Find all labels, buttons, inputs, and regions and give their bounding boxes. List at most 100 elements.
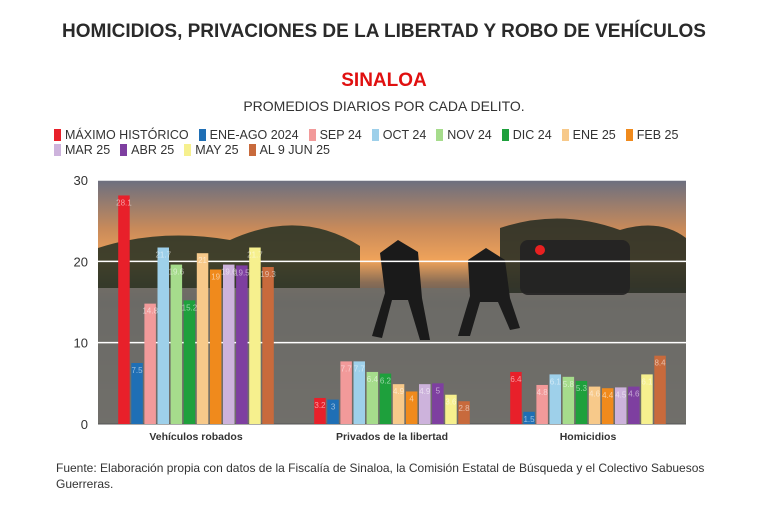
legend-item: ABR 25 bbox=[120, 143, 174, 157]
bar-value-label: 2.8 bbox=[458, 404, 470, 413]
bar-value-label: 6.4 bbox=[367, 375, 379, 384]
bar-value-label: 4.6 bbox=[589, 390, 601, 399]
bar-value-label: 5 bbox=[436, 386, 441, 395]
legend-label: NOV 24 bbox=[447, 128, 492, 142]
legend-swatch bbox=[371, 129, 379, 141]
bar-value-label: 21.7 bbox=[247, 251, 263, 260]
bar bbox=[536, 384, 548, 424]
legend-item: FEB 25 bbox=[625, 128, 678, 142]
legend-item: SEP 24 bbox=[308, 128, 362, 142]
y-tick-label: 30 bbox=[74, 173, 88, 188]
bar bbox=[340, 361, 352, 424]
x-axis: Vehículos robados Privados de la libertad… bbox=[149, 431, 616, 443]
bar-value-label: 8.4 bbox=[654, 359, 666, 368]
bars bbox=[118, 195, 666, 424]
legend-label: MÁXIMO HISTÓRICO bbox=[65, 128, 189, 142]
legend-swatch bbox=[501, 129, 509, 141]
legend-item: ENE-AGO 2024 bbox=[198, 128, 299, 142]
legend-item: DIC 24 bbox=[501, 128, 552, 142]
legend-label: ABR 25 bbox=[131, 143, 175, 157]
bar bbox=[575, 380, 588, 424]
legend-label: DIC 24 bbox=[512, 128, 552, 142]
bar bbox=[562, 376, 575, 424]
bar-value-label: 4.6 bbox=[628, 390, 640, 399]
bar bbox=[236, 265, 248, 424]
bar-value-label: 3.2 bbox=[314, 401, 326, 410]
bar-value-label: 21.7 bbox=[155, 251, 171, 260]
legend-item: MAY 25 bbox=[184, 143, 239, 157]
bar bbox=[118, 195, 130, 424]
bar bbox=[588, 386, 601, 424]
legend-swatch bbox=[248, 144, 256, 156]
bar-value-label: 4.9 bbox=[393, 387, 405, 396]
bar bbox=[249, 247, 261, 424]
bar bbox=[327, 399, 339, 424]
bar bbox=[601, 388, 614, 424]
y-tick-label: 20 bbox=[74, 254, 88, 269]
grid-lines bbox=[98, 179, 686, 425]
bar-value-label: 4.5 bbox=[615, 390, 627, 399]
bar-value-label: 28.1 bbox=[116, 198, 132, 207]
y-tick-label: 0 bbox=[81, 417, 88, 432]
bar-value-label: 4.4 bbox=[602, 391, 614, 400]
chart-description: PROMEDIOS DIARIOS POR CADA DELITO. bbox=[243, 98, 525, 114]
legend-swatch bbox=[308, 129, 316, 141]
legend-label: ENE 25 bbox=[572, 128, 616, 142]
legend-label: OCT 24 bbox=[382, 128, 427, 142]
bar bbox=[419, 384, 431, 424]
x-tick-label: Vehículos robados bbox=[149, 431, 243, 443]
bar-value-label: 6.2 bbox=[380, 377, 392, 386]
bar-value-label: 4.8 bbox=[537, 388, 549, 397]
bar bbox=[196, 253, 209, 424]
bar bbox=[353, 361, 365, 424]
bar bbox=[615, 387, 627, 424]
bar-value-label: 4.9 bbox=[419, 387, 431, 396]
bar bbox=[314, 397, 326, 424]
legend-label: SEP 24 bbox=[319, 128, 362, 142]
bar-value-label: 14.8 bbox=[142, 307, 158, 316]
bar bbox=[170, 264, 183, 424]
bar bbox=[549, 374, 561, 424]
bar-value-label: 19.6 bbox=[169, 268, 185, 277]
legend-swatch bbox=[436, 129, 444, 141]
bar bbox=[523, 411, 535, 424]
bar bbox=[209, 269, 222, 424]
legend-label: AL 9 JUN 25 bbox=[259, 143, 330, 157]
x-tick-label: Homicidios bbox=[560, 431, 617, 443]
bar bbox=[392, 384, 405, 424]
legend-swatch bbox=[54, 144, 61, 156]
bar-value-label: 6.1 bbox=[641, 377, 653, 386]
bar-value-label: 7.5 bbox=[131, 366, 143, 375]
bar-value-label: 6.1 bbox=[550, 377, 562, 386]
bar bbox=[628, 386, 640, 424]
legend-swatch bbox=[561, 129, 569, 141]
bar bbox=[366, 371, 379, 424]
y-axis: 0 10 20 30 bbox=[74, 173, 88, 432]
legend-item: MÁXIMO HISTÓRICO bbox=[54, 128, 189, 142]
bar-value-label: 7.7 bbox=[354, 364, 366, 373]
bar-value-label: 21 bbox=[198, 256, 207, 265]
bar bbox=[262, 267, 274, 424]
legend: MÁXIMO HISTÓRICO ENE-AGO 2024 SEP 24 OCT 24… bbox=[54, 128, 714, 157]
bar bbox=[445, 394, 457, 424]
bar-value-label: 19 bbox=[211, 272, 220, 281]
legend-item: ENE 25 bbox=[561, 128, 616, 142]
bar bbox=[405, 391, 418, 424]
legend-swatch bbox=[198, 129, 206, 141]
bar-value-label: 15.2 bbox=[182, 303, 198, 312]
x-tick-label: Privados de la libertad bbox=[336, 431, 448, 443]
bar-value-label: 19.5 bbox=[234, 268, 250, 277]
bar-value-label: 19.3 bbox=[260, 270, 276, 279]
source-note: Fuente: Elaboración propia con datos de … bbox=[56, 461, 705, 491]
legend-swatch bbox=[120, 144, 128, 156]
legend-swatch bbox=[184, 144, 192, 156]
chart-subtitle: SINALOA bbox=[341, 70, 427, 91]
bar-value-label: 5.3 bbox=[576, 384, 588, 393]
chart-title: HOMICIDIOS, PRIVACIONES DE LA LIBERTAD Y… bbox=[62, 21, 706, 42]
bar bbox=[510, 371, 522, 424]
bar bbox=[641, 374, 653, 424]
bar-value-label: 1.5 bbox=[523, 415, 535, 424]
bar-value-label: 7.7 bbox=[341, 364, 353, 373]
bar bbox=[183, 300, 196, 424]
